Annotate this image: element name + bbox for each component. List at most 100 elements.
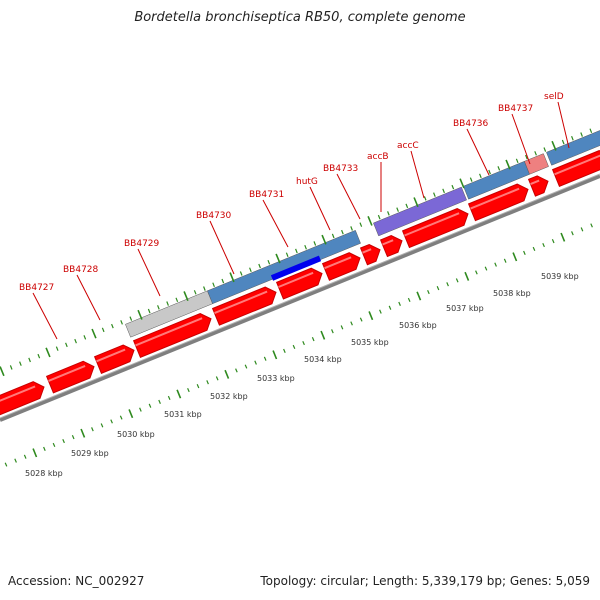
scale-minor-tick <box>311 337 315 342</box>
cds-arrow <box>321 252 361 281</box>
scale-minor-tick <box>235 368 238 373</box>
minor-tick <box>193 290 197 295</box>
minor-tick <box>258 263 261 269</box>
scale-minor-tick <box>215 376 219 381</box>
cds-arrow <box>93 344 135 374</box>
cds-arrow <box>132 312 212 359</box>
major-tick <box>45 347 51 358</box>
scale-minor-tick <box>455 278 459 283</box>
kbp-label: 5038 kbp <box>493 289 531 298</box>
minor-tick <box>525 154 528 160</box>
major-tick <box>413 197 419 208</box>
kbp-label: 5030 kbp <box>117 430 155 439</box>
scale-minor-tick <box>494 262 497 267</box>
scale-minor-tick <box>167 395 171 401</box>
gene-leader-line <box>76 274 101 321</box>
minor-tick <box>377 214 381 220</box>
gene-leader-line <box>511 113 531 165</box>
kbp-labels: 5028 kbp 5029 kbp 5030 kbp 5031 kbp 5032 kbp… <box>25 272 579 478</box>
minor-tick <box>396 207 399 212</box>
minor-tick <box>166 301 169 306</box>
minor-tick <box>497 166 501 171</box>
genome-summary: Topology: circular; Length: 5,339,179 bp… <box>260 574 590 588</box>
scale-minor-tick <box>532 246 536 252</box>
gene-label: BB4730 <box>196 211 232 221</box>
gene-feature-hutg <box>270 255 322 281</box>
minor-tick <box>28 357 31 363</box>
gene-label: BB4731 <box>249 190 284 200</box>
scale-minor-tick <box>14 458 17 463</box>
scale-minor-tick <box>542 242 545 248</box>
kbp-label: 5029 kbp <box>71 449 109 458</box>
scale-minor-tick <box>446 282 449 287</box>
minor-tick <box>120 320 123 325</box>
gene-leader-line <box>209 220 235 275</box>
cds-arrow-shine <box>362 248 372 254</box>
minor-tick <box>479 173 482 179</box>
cds-arrow-shine <box>530 179 540 186</box>
minor-tick <box>239 271 243 276</box>
major-tick <box>321 234 327 245</box>
scale-minor-tick <box>398 301 401 306</box>
cds-arrow-shine <box>96 348 126 363</box>
gene-leader-line <box>466 128 490 176</box>
minor-tick <box>203 286 206 291</box>
upper-ticks <box>0 128 593 377</box>
scale-minor-tick <box>148 403 152 408</box>
backbone <box>0 173 600 422</box>
map-title: Bordetella bronchiseptica RB50, complete… <box>134 10 466 25</box>
minor-tick <box>423 196 427 201</box>
kbp-label: 5036 kbp <box>399 321 437 330</box>
cds-arrow-shine <box>470 187 520 210</box>
gene-track <box>125 130 600 338</box>
kbp-label: 5035 kbp <box>351 338 389 347</box>
scale-minor-tick <box>571 231 574 236</box>
scale-minor-tick <box>475 270 478 275</box>
scale-minor-tick <box>23 454 27 459</box>
gene-label: BB4737 <box>498 104 533 114</box>
major-tick <box>275 253 281 264</box>
accession-label: Accession: NC_002927 <box>8 574 145 588</box>
minor-tick <box>249 267 252 273</box>
minor-tick <box>405 203 409 209</box>
scale-minor-tick <box>427 289 430 295</box>
gene-leader-line <box>262 199 289 248</box>
minor-tick <box>9 365 13 370</box>
gene-leader-line <box>557 101 570 149</box>
minor-tick <box>442 188 445 194</box>
cds-arrow <box>379 234 403 258</box>
scale-minor-tick <box>340 325 344 330</box>
scale-major-tick <box>416 291 422 301</box>
minor-tick <box>543 147 547 152</box>
minor-tick <box>580 132 583 137</box>
minor-tick <box>101 327 105 333</box>
cds-arrow-shine <box>0 385 36 402</box>
minor-tick <box>534 151 537 156</box>
minor-tick <box>313 241 317 246</box>
scale-minor-tick <box>331 329 334 334</box>
scale-minor-tick <box>523 250 526 255</box>
cds-arrow <box>359 243 381 266</box>
scale-minor-tick <box>350 321 353 326</box>
kbp-label: 5037 kbp <box>446 304 484 313</box>
gene-label: BB4729 <box>124 239 160 249</box>
major-tick <box>0 366 5 377</box>
major-tick <box>229 272 235 283</box>
scale-minor-tick <box>292 344 296 350</box>
minor-tick <box>37 353 41 359</box>
minor-tick <box>515 158 519 164</box>
cds-arrow-shine <box>278 271 314 288</box>
scale-minor-tick <box>244 364 248 369</box>
minor-tick <box>285 252 289 258</box>
gene-leader-line <box>410 150 425 199</box>
cds-arrow <box>401 208 469 249</box>
cds-arrow-shine <box>214 290 268 315</box>
scale-minor-tick <box>206 380 209 385</box>
scale-major-tick <box>560 232 566 242</box>
major-tick <box>137 309 143 320</box>
gene-label: BB4733 <box>323 164 358 174</box>
minor-tick <box>19 361 22 366</box>
cds-arrow-shine <box>382 239 394 246</box>
scale-major-tick <box>272 350 278 360</box>
